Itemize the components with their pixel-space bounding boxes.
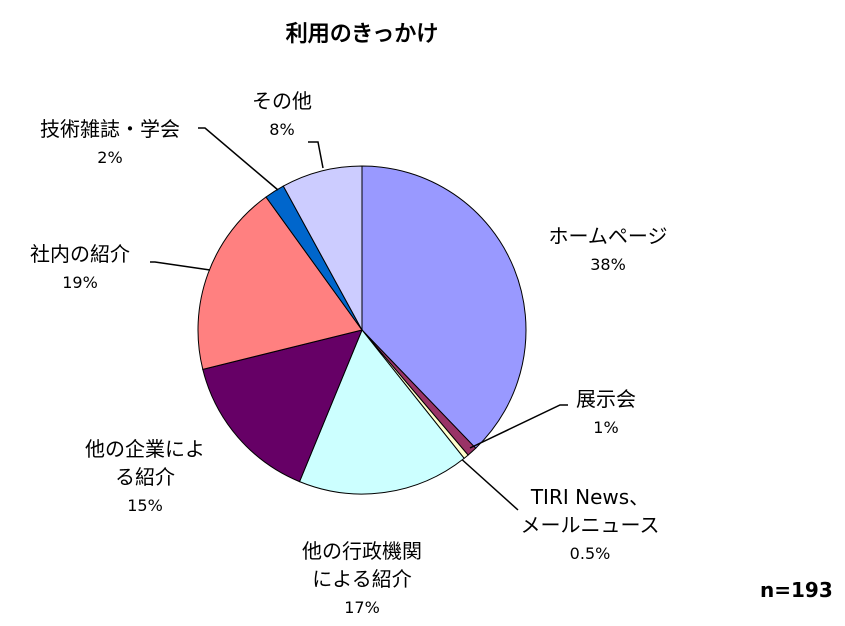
slice-label: ホームページ 38% xyxy=(549,222,668,280)
leader-line xyxy=(198,127,279,191)
value-label: 38% xyxy=(590,255,626,274)
value-label: 2% xyxy=(97,148,123,167)
slice-label: 社内の紹介 19% xyxy=(30,240,130,298)
pie-slice xyxy=(282,165,363,331)
pie-slice xyxy=(361,165,527,449)
slice-label: 他の企業によ る紹介 15% xyxy=(85,435,205,521)
leader-line xyxy=(150,261,211,271)
slice-label: 他の行政機関 による紹介 17% xyxy=(302,537,422,623)
pie-slice xyxy=(197,196,363,370)
annotation: n=193 xyxy=(760,578,833,602)
value-label: 1% xyxy=(593,418,619,437)
value-label: 17% xyxy=(344,598,380,617)
slice-label: その他 8% xyxy=(252,87,312,145)
pie-slice xyxy=(298,329,465,495)
leader-line xyxy=(308,141,324,169)
value-label: 0.5% xyxy=(569,544,611,563)
pie-slice xyxy=(202,329,363,483)
chart-title: 利用のきっかけ xyxy=(285,22,439,47)
leader-line xyxy=(457,455,519,511)
slice-label: 技術雑誌・学会 2% xyxy=(40,115,180,173)
leader-line xyxy=(469,404,568,449)
value-label: 8% xyxy=(269,120,295,139)
value-label: 19% xyxy=(62,273,98,292)
slice-label: 展示会 1% xyxy=(576,385,636,443)
slice-label: TIRI News、 メールニュース 0.5% xyxy=(521,483,660,569)
value-label: 15% xyxy=(127,496,163,515)
